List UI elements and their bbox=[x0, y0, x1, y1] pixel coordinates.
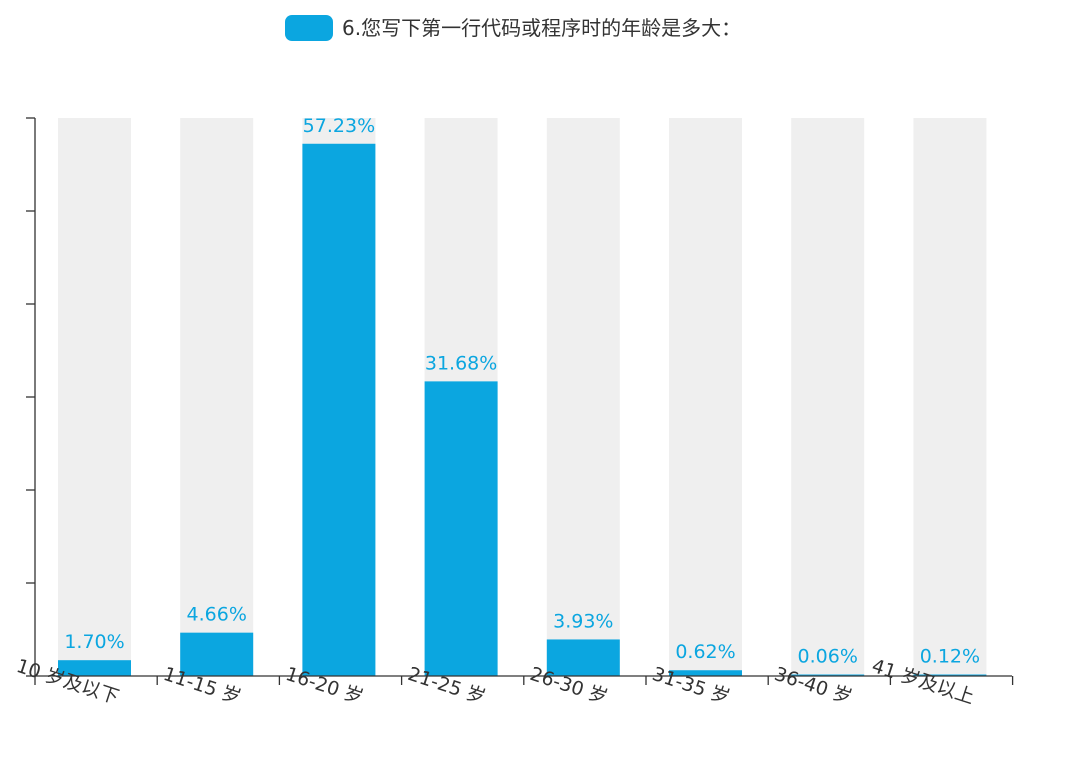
legend-label: 6.您写下第一行代码或程序时的年龄是多大： bbox=[342, 16, 741, 40]
background-bar bbox=[58, 118, 131, 676]
background-bar bbox=[669, 118, 742, 676]
bar bbox=[791, 674, 865, 676]
bar bbox=[546, 639, 620, 676]
data-label: 0.62% bbox=[675, 641, 735, 663]
data-label: 0.06% bbox=[798, 646, 858, 668]
background-bar bbox=[546, 118, 620, 676]
bar bbox=[913, 674, 987, 676]
data-label: 31.68% bbox=[425, 352, 497, 374]
legend-swatch bbox=[285, 15, 333, 41]
background-bar bbox=[180, 118, 254, 676]
data-label: 4.66% bbox=[187, 604, 247, 626]
chart-legend: 6.您写下第一行代码或程序时的年龄是多大： bbox=[285, 15, 741, 41]
bar bbox=[180, 632, 254, 676]
data-labels: 1.70% 4.66% 57.23% 31.68% 3.93% 0.62% 0.06% 0.1… bbox=[64, 115, 980, 668]
data-bars bbox=[58, 143, 987, 677]
bar bbox=[58, 660, 131, 676]
bar bbox=[424, 381, 498, 676]
background-bar bbox=[913, 118, 987, 676]
bar bbox=[669, 670, 742, 676]
bar bbox=[302, 143, 376, 677]
data-label: 3.93% bbox=[553, 610, 613, 632]
background-bars bbox=[58, 118, 987, 676]
axes bbox=[26, 117, 1014, 685]
data-label: 57.23% bbox=[303, 115, 375, 137]
data-label: 1.70% bbox=[64, 631, 124, 653]
data-label: 0.12% bbox=[920, 646, 980, 668]
background-bar bbox=[791, 118, 865, 676]
